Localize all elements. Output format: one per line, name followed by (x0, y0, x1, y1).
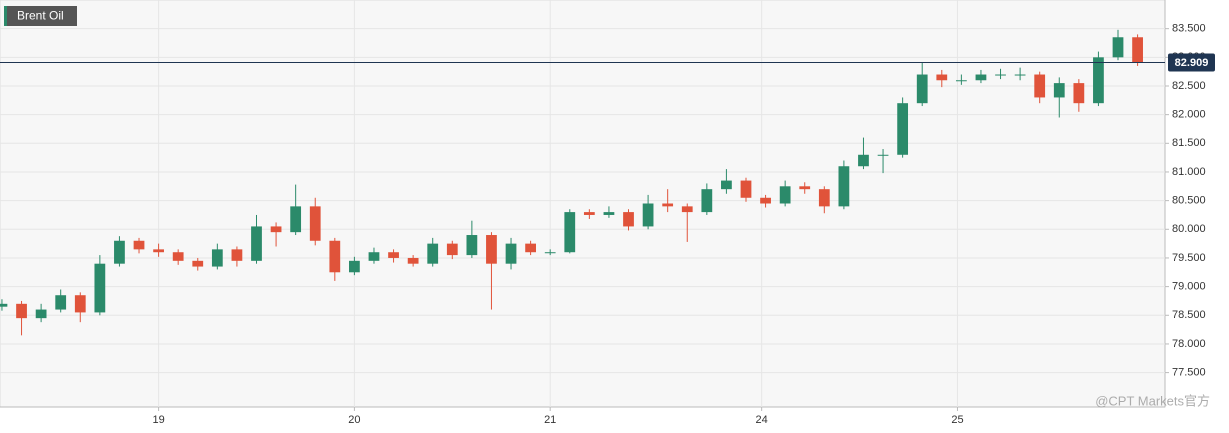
x-tick-label: 20 (348, 414, 360, 426)
candle-body (388, 252, 399, 258)
candle-body (916, 74, 928, 104)
candle-body (114, 240, 125, 264)
candle-body (721, 180, 732, 190)
candle-body (701, 189, 713, 213)
candle-body (1132, 37, 1143, 63)
candle-body (818, 189, 830, 207)
x-tick-label: 21 (544, 414, 556, 426)
plot-area (0, 0, 1166, 408)
candle-body (760, 197, 771, 204)
candle-body (251, 226, 262, 261)
candle-body (603, 212, 615, 215)
chart-title: Brent Oil (17, 9, 64, 23)
y-tick-label: 80.500 (1172, 195, 1206, 207)
y-tick-label: 83.500 (1172, 23, 1206, 35)
y-tick-label: 82.000 (1172, 109, 1206, 121)
candle-body (681, 206, 693, 213)
candle-body (975, 74, 987, 81)
candle-body (35, 309, 47, 319)
candle-body (779, 186, 791, 204)
candle-body (16, 303, 27, 319)
candle-body (368, 252, 380, 261)
x-tick-label: 25 (951, 414, 963, 426)
candle-body (1014, 74, 1026, 76)
candle-body (231, 249, 243, 261)
y-tick-label: 81.000 (1172, 166, 1206, 178)
candle-body (936, 74, 948, 81)
candle-body (838, 166, 850, 207)
last-price-box (1168, 53, 1215, 72)
candle-body (427, 243, 439, 264)
candle-body (270, 226, 282, 233)
x-tick-label: 19 (152, 414, 164, 426)
candle-body (877, 154, 889, 156)
candle-body (211, 249, 223, 267)
last-price-label: 82.909 (1175, 57, 1209, 69)
candle-body (329, 240, 341, 273)
candle-body (662, 203, 674, 207)
candle-body (153, 249, 164, 253)
candle-body (583, 212, 595, 215)
title-accent (4, 6, 7, 26)
candle-body (172, 252, 184, 261)
candle-body (858, 154, 869, 167)
y-tick-label: 78.500 (1172, 309, 1206, 321)
candle-body (642, 203, 654, 227)
candle-body (505, 243, 517, 264)
candle-body (955, 80, 967, 82)
watermark: @CPT Markets官方 (1095, 393, 1210, 408)
candle-body (0, 303, 8, 307)
y-tick-label: 82.500 (1172, 80, 1206, 92)
candle-body (74, 295, 86, 313)
candle-body (133, 240, 145, 250)
candle-body (407, 257, 419, 264)
y-tick-label: 81.500 (1172, 137, 1206, 149)
x-tick-label: 24 (756, 414, 768, 426)
candle-body (192, 260, 204, 267)
y-tick-label: 78.000 (1172, 338, 1206, 350)
y-tick-label: 79.500 (1172, 252, 1206, 264)
y-tick-label: 79.000 (1172, 281, 1206, 293)
candle-body (349, 260, 360, 273)
candle-body (623, 212, 634, 227)
candle-body (290, 206, 302, 233)
candle-body (995, 74, 1006, 76)
candle-body (466, 235, 478, 256)
candle-body (525, 243, 536, 253)
title-box (4, 6, 77, 26)
candle-body (309, 206, 321, 241)
candle-body (1093, 57, 1104, 104)
candle-body (544, 252, 556, 254)
y-tick-label: 77.500 (1172, 367, 1206, 379)
y-tick-label: 80.000 (1172, 223, 1206, 235)
candle-body (1034, 74, 1046, 98)
candle-body (564, 212, 576, 253)
candle-body (1112, 37, 1124, 58)
candle-body (897, 103, 909, 155)
candle-body (446, 243, 458, 256)
candle-body (740, 180, 752, 198)
candle-body (799, 186, 811, 190)
candle-body (94, 263, 106, 313)
candle-body (1053, 83, 1065, 98)
candle-body (1073, 83, 1085, 104)
candle-body (486, 235, 497, 264)
candle-body (55, 295, 67, 310)
